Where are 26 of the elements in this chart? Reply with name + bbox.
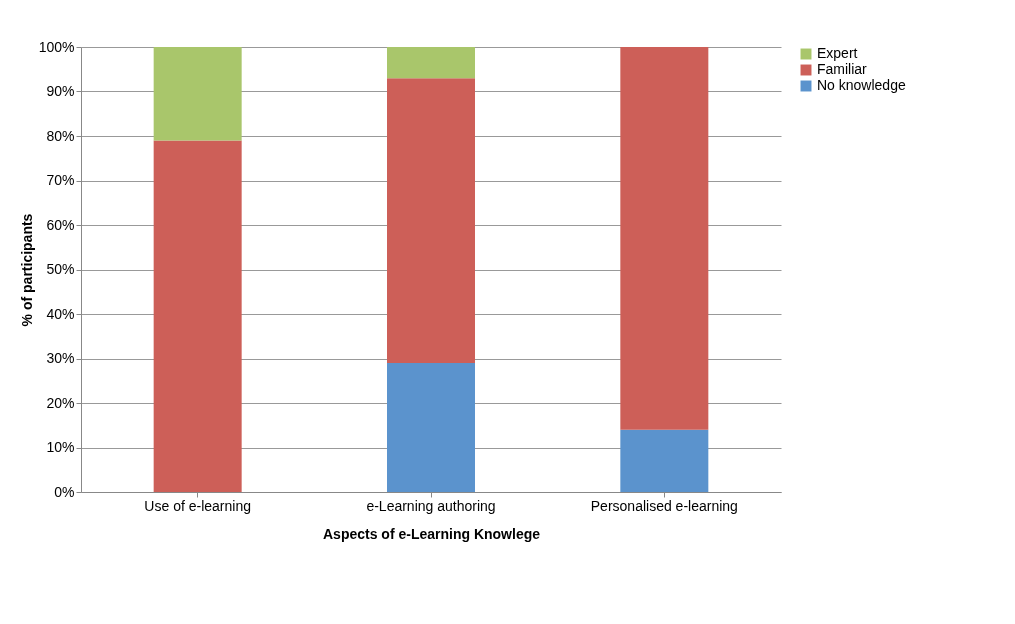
x-tick-label: Use of e-learning (144, 497, 251, 514)
y-tick-label: 90% (46, 83, 75, 99)
legend-label: Expert (817, 45, 858, 61)
y-tick-label: 10% (46, 439, 75, 455)
y-axis-title: % of participants (18, 213, 35, 327)
y-tick-label: 100% (38, 38, 75, 55)
x-tick-label: e-Learning authoring (366, 497, 496, 514)
y-tick-label: 30% (46, 350, 75, 366)
y-tick-label: 80% (46, 127, 75, 144)
y-tick-label: 70% (46, 172, 75, 188)
bar (153, 47, 242, 141)
bar (620, 429, 709, 492)
y-tick-label: 0% (54, 483, 75, 500)
legend-label: Familiar (817, 61, 868, 77)
y-tick-label: 20% (46, 394, 75, 411)
y-tick-label: 60% (46, 216, 75, 233)
bar (387, 362, 475, 492)
legend-label: No knowledge (817, 77, 906, 93)
bar (387, 47, 475, 79)
bar (620, 47, 709, 430)
y-tick-label: 40% (46, 305, 75, 322)
x-axis-title: Aspects of e-Learning Knowlege (322, 525, 541, 542)
bar (387, 78, 475, 363)
y-tick-label: 50% (46, 261, 75, 277)
x-tick-label: Personalised e-learning (590, 497, 738, 514)
bar (153, 140, 242, 492)
